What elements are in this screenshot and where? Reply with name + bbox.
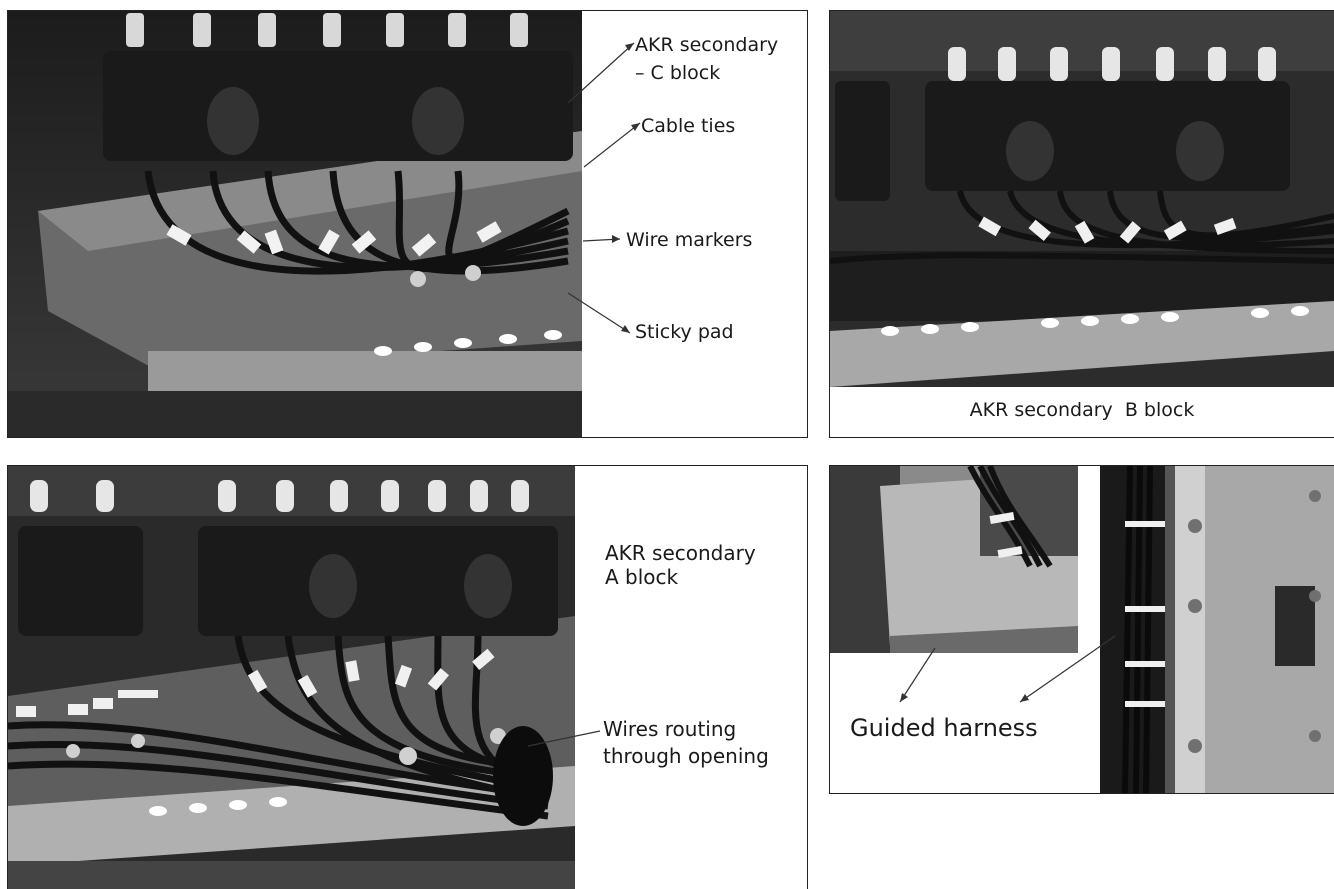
label-akr-secondary-c-line2: – C block [635,62,721,84]
photo-a-block [8,466,575,889]
label-sticky-pad: Sticky pad [635,321,734,343]
caption-akr-secondary-a-line2: A block [605,565,679,589]
panel-a-block: AKR secondary A block Wires routing thro… [7,465,808,889]
photo-b-block [830,11,1334,387]
photo-c-block [8,11,582,437]
label-akr-secondary-c: AKR secondary – C block [635,31,778,87]
label-cable-ties: Cable ties [641,115,736,137]
label-wire-markers: Wire markers [626,229,753,251]
caption-akr-secondary-a: AKR secondary A block [605,541,756,589]
caption-akr-secondary-a-line1: AKR secondary [605,541,756,565]
panel-b-block: AKR secondary B block [829,10,1334,438]
panel-c-block: AKR secondary – C block Cable ties Wire … [7,10,808,438]
panel-guided-harness: Guided harness [829,465,1334,794]
label-akr-secondary-c-line1: AKR secondary [635,34,779,56]
photo-harness-right [1100,466,1334,793]
label-wires-routing: Wires routing through opening [603,716,769,770]
photo-harness-left [830,466,1078,653]
caption-guided-harness: Guided harness [850,714,1038,742]
label-wires-routing-line1: Wires routing [603,717,737,741]
label-wires-routing-line2: through opening [603,744,769,768]
caption-akr-secondary-b: AKR secondary B block [969,399,1195,421]
